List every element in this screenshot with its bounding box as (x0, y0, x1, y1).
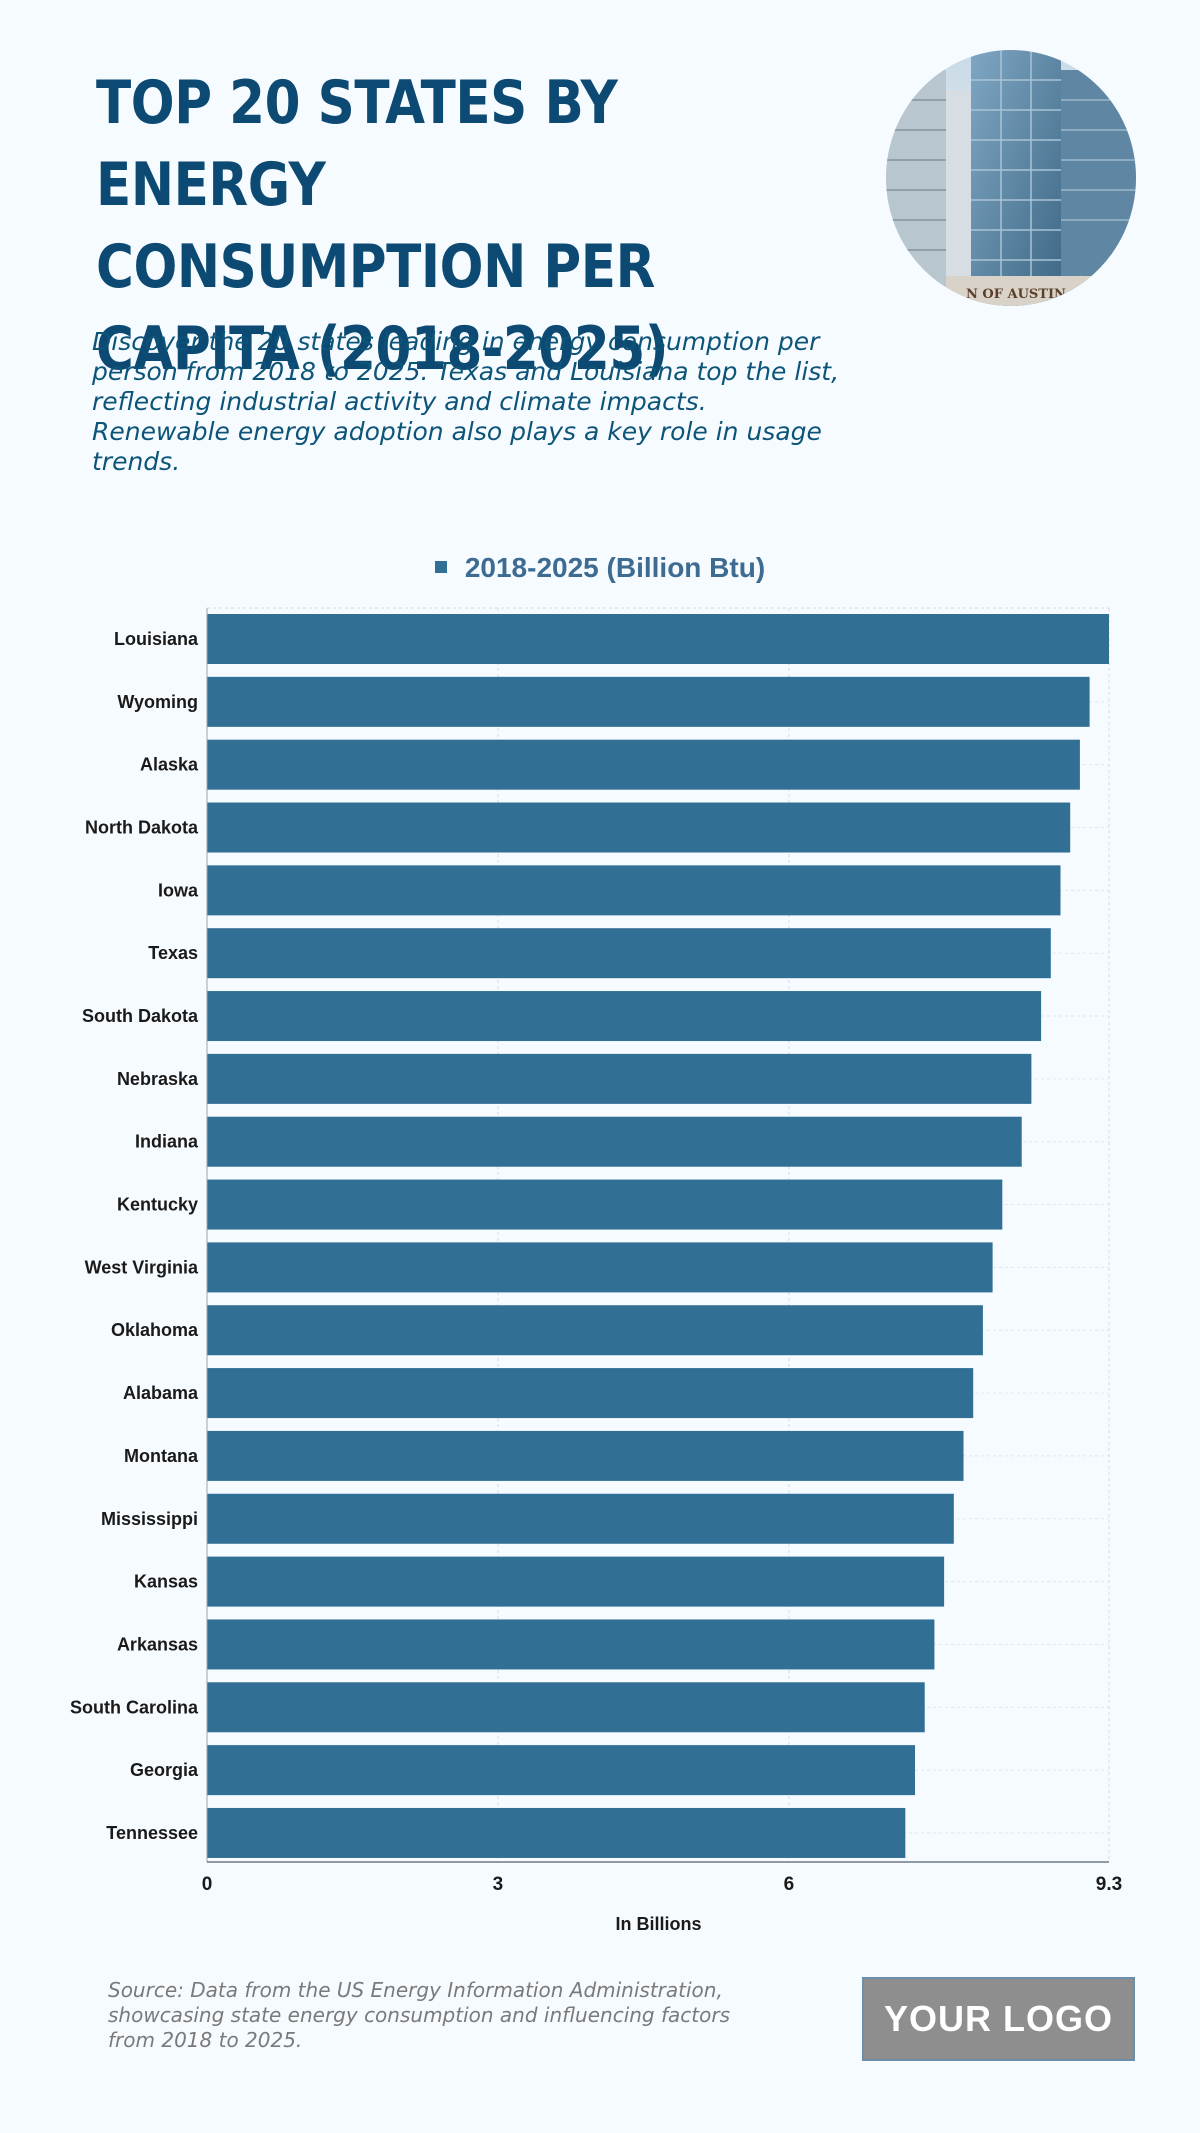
bar (207, 928, 1051, 979)
x-axis-title: In Billions (615, 1914, 702, 1934)
category-label: Alaska (140, 755, 199, 775)
bar (207, 739, 1080, 790)
x-tick-label: 6 (784, 1874, 795, 1895)
legend-swatch-icon (434, 560, 447, 573)
photo-sign-text: N OF AUSTIN (966, 287, 1066, 302)
bar (207, 1242, 993, 1293)
city-photo: N OF AUSTIN (886, 50, 1136, 306)
category-label: Mississippi (101, 1509, 198, 1529)
logo-placeholder: YOUR LOGO (862, 1977, 1135, 2061)
category-label: South Dakota (82, 1006, 199, 1026)
category-label: Texas (148, 943, 198, 963)
x-tick-label: 3 (493, 1874, 504, 1895)
category-label: West Virginia (85, 1257, 199, 1277)
page-description: Discover the 20 states leading in energy… (92, 327, 840, 476)
category-label: Nebraska (117, 1069, 199, 1089)
category-label: Wyoming (117, 692, 198, 712)
category-label: Iowa (158, 880, 199, 900)
bar (207, 865, 1061, 916)
category-label: Montana (124, 1446, 199, 1466)
bar (207, 802, 1071, 853)
bar (207, 1556, 945, 1607)
bar (207, 1493, 954, 1544)
category-label: North Dakota (85, 818, 199, 838)
bar (207, 676, 1090, 727)
bar (207, 1682, 925, 1733)
bar (207, 1807, 906, 1858)
category-label: Indiana (135, 1132, 199, 1152)
category-label: Tennessee (106, 1823, 198, 1843)
bar (207, 1745, 916, 1796)
legend-label: 2018-2025 (Billion Btu) (464, 552, 766, 583)
city-photo-illustration: N OF AUSTIN (886, 50, 1136, 306)
category-label: Georgia (130, 1760, 199, 1780)
bar (207, 1305, 983, 1356)
bar (207, 1430, 964, 1481)
category-label: Kentucky (117, 1195, 198, 1215)
bar (207, 1368, 974, 1419)
bar (207, 1116, 1022, 1167)
category-label: Oklahoma (111, 1320, 199, 1340)
bar-chart: Louisiana Wyoming Alaska North Dakota Iowa Te… (70, 607, 1122, 1895)
page-title: TOP 20 STATES BY ENERGY CONSUMPTION PER … (96, 68, 668, 384)
bar (207, 1053, 1032, 1104)
category-label: Kansas (134, 1572, 198, 1592)
category-label: Arkansas (117, 1634, 198, 1654)
bar (207, 1619, 935, 1670)
bar (207, 991, 1042, 1042)
x-tick-label: 9.3 (1096, 1874, 1122, 1895)
x-tick-label: 0 (202, 1874, 213, 1895)
category-label: Alabama (123, 1383, 199, 1403)
bar (207, 614, 1109, 664)
source-note: Source: Data from the US Energy Informat… (108, 1978, 731, 2052)
bar (207, 1179, 1003, 1230)
chart-legend: 2018-2025 (Billion Btu) (0, 552, 1200, 584)
category-label: South Carolina (70, 1697, 199, 1717)
category-label: Louisiana (114, 629, 199, 649)
